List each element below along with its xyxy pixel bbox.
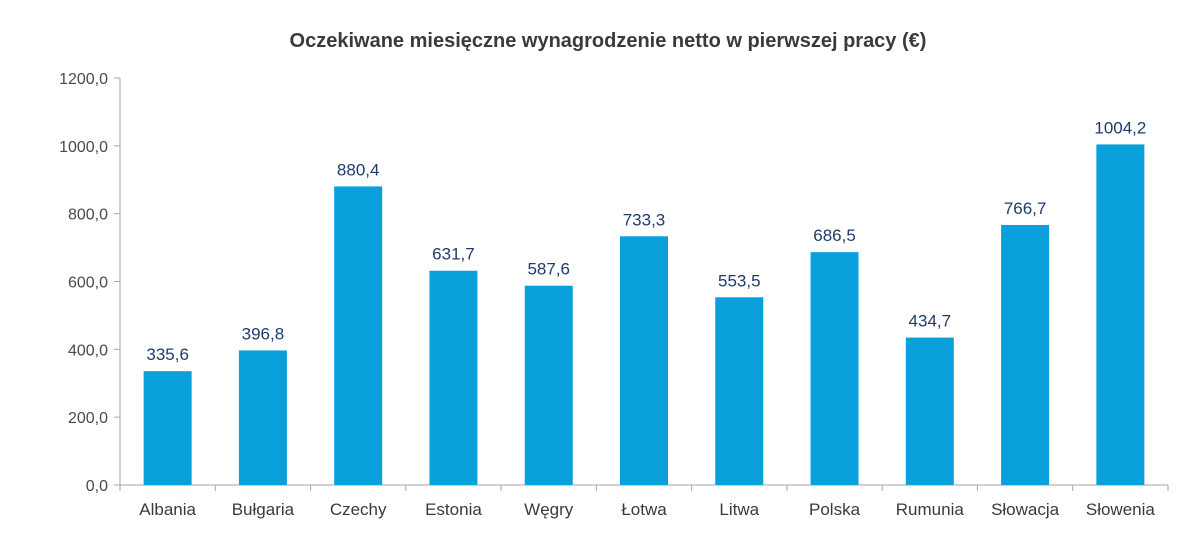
category-label: Węgry (524, 500, 574, 519)
bar (429, 270, 478, 485)
category-label: Bułgaria (232, 500, 295, 519)
bar (715, 297, 764, 485)
bar (524, 285, 573, 485)
y-tick-label: 1200,0 (59, 71, 108, 88)
y-tick-label: 1000,0 (59, 139, 108, 156)
data-label: 587,6 (527, 260, 570, 279)
category-label: Czechy (330, 500, 387, 519)
bar (1096, 144, 1145, 486)
category-label: Słowacja (991, 500, 1060, 519)
bar (238, 350, 287, 485)
data-label: 434,7 (909, 312, 952, 331)
data-label: 733,3 (623, 210, 666, 229)
data-label: 553,5 (718, 271, 761, 290)
category-label: Litwa (719, 500, 759, 519)
category-label: Albania (139, 500, 196, 519)
bars (143, 144, 1145, 486)
category-labels: Albania Bułgaria Czechy Estonia Węgry Łotwa Li… (139, 500, 1155, 519)
data-labels: 335,6 396,8 880,4 631,7 587,6 733,3 553,5 686,5… (146, 118, 1146, 364)
data-label: 766,7 (1004, 199, 1047, 218)
data-label: 880,4 (337, 160, 380, 179)
y-tick-label: 800,0 (68, 207, 108, 224)
bar (810, 252, 859, 485)
x-axis (119, 484, 1169, 491)
category-label: Estonia (425, 500, 482, 519)
bar (334, 186, 383, 486)
y-tick-label: 0,0 (86, 478, 108, 495)
bar (905, 337, 954, 485)
data-label: 1004,2 (1094, 118, 1146, 137)
category-label: Rumunia (896, 500, 965, 519)
y-axis: 0,0 200,0 400,0 600,0 800,0 1000,0 1200,0 (59, 71, 121, 495)
y-tick-label: 600,0 (68, 275, 108, 292)
bar (620, 236, 668, 485)
data-label: 686,5 (813, 226, 856, 245)
category-label: Łotwa (621, 500, 667, 519)
bar (1001, 224, 1050, 485)
data-label: 396,8 (242, 324, 285, 343)
y-tick-label: 200,0 (68, 410, 108, 427)
chart-title: Oczekiwane miesięczne wynagrodzenie nett… (290, 30, 927, 52)
y-tick-label: 400,0 (68, 342, 108, 359)
category-label: Polska (809, 500, 861, 519)
category-label: Słowenia (1086, 500, 1156, 519)
data-label: 335,6 (146, 345, 189, 364)
data-label: 631,7 (432, 245, 475, 264)
bar (143, 371, 192, 485)
